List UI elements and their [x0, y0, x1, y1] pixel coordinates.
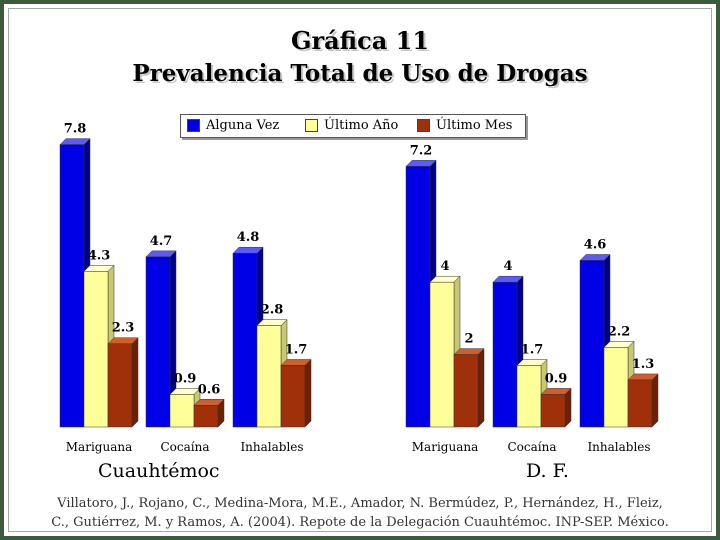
legend-item: Último Año — [305, 118, 398, 133]
category-label: Cocaína — [160, 440, 209, 454]
data-label: 7.2 — [410, 143, 433, 158]
legend-swatch-ultimo-ano — [305, 119, 318, 132]
bar-d-f--mariguana-ultimo-mes-side — [477, 347, 485, 428]
slide-inner-border — [8, 8, 712, 532]
legend: Alguna Vez Último Año Último Mes — [180, 114, 526, 138]
data-label: 4.3 — [88, 248, 111, 263]
data-label: 0.6 — [198, 382, 221, 397]
data-label: 4.7 — [150, 234, 173, 249]
bar-cuauhtemoc-cocaina-ultimo-ano — [169, 394, 195, 428]
bar-d-f--mariguana-ultimo-ano — [429, 281, 455, 428]
category-label: Mariguana — [412, 440, 478, 454]
data-label: 4 — [440, 259, 449, 274]
legend-label: Alguna Vez — [206, 118, 280, 133]
legend-item: Último Mes — [417, 118, 512, 133]
bar-cuauhtemoc-mariguana-ultimo-ano — [83, 271, 109, 428]
category-label: Cocaína — [507, 440, 556, 454]
category-label: Inhalables — [240, 440, 303, 454]
legend-item: Alguna Vez — [187, 118, 279, 133]
legend-label: Último Año — [324, 118, 399, 133]
data-label: 1.7 — [285, 342, 308, 357]
legend-swatch-alguna-vez — [187, 119, 200, 132]
bar-d-f--inhalables-alguna-vez — [579, 260, 605, 428]
data-label: 0.9 — [545, 371, 568, 386]
bar-d-f--cocaina-ultimo-mes — [540, 394, 566, 428]
bar-d-f--cocaina-ultimo-mes-side — [564, 387, 572, 428]
source-caption: Villatoro, J., Rojano, C., Medina-Mora, … — [20, 494, 700, 532]
data-label: 7.8 — [64, 122, 87, 137]
caption-line: Villatoro, J., Rojano, C., Medina-Mora, … — [57, 496, 663, 511]
bar-d-f--inhalables-ultimo-mes-side — [651, 373, 659, 428]
category-label: Mariguana — [66, 440, 132, 454]
bar-d-f--mariguana-ultimo-mes — [453, 354, 479, 428]
group-label-df: D. F. — [526, 460, 569, 482]
bar-d-f--cocaina-alguna-vez — [492, 281, 518, 428]
bar-d-f--cocaina-ultimo-ano — [516, 365, 542, 428]
bar-cuauhtemoc-cocaina-ultimo-mes — [193, 405, 219, 428]
group-label-cuauhtemoc: Cuauhtémoc — [98, 460, 220, 482]
legend-label: Último Mes — [436, 118, 513, 133]
data-label: 4.6 — [584, 237, 607, 252]
bar-cuauhtemoc-mariguana-ultimo-mes — [107, 343, 133, 428]
bar-cuauhtemoc-inhalables-alguna-vez — [232, 252, 258, 428]
bar-cuauhtemoc-cocaina-alguna-vez — [145, 256, 171, 428]
chart-title: Gráfica 11 — [290, 26, 430, 55]
data-label: 2.2 — [608, 324, 631, 339]
bar-cuauhtemoc-mariguana-ultimo-mes-side — [131, 337, 139, 428]
data-label: 2 — [464, 332, 473, 347]
data-label: 4 — [503, 259, 512, 274]
bar-cuauhtemoc-inhalables-ultimo-mes-side — [304, 358, 312, 428]
data-label: 2.8 — [261, 303, 284, 318]
bar-d-f--mariguana-alguna-vez — [405, 166, 431, 428]
bar-d-f--inhalables-ultimo-mes — [627, 379, 653, 428]
caption-line: C., Gutiérrez, M. y Ramos, A. (2004). Re… — [51, 515, 669, 530]
data-label: 1.7 — [521, 342, 544, 357]
data-label: 4.8 — [237, 230, 260, 245]
bar-cuauhtemoc-inhalables-ultimo-mes — [280, 365, 306, 428]
bar-cuauhtemoc-mariguana-alguna-vez — [59, 144, 85, 428]
data-label: 0.9 — [174, 371, 197, 386]
data-label: 1.3 — [632, 357, 655, 372]
bar-d-f--inhalables-ultimo-ano — [603, 347, 629, 428]
bar-cuauhtemoc-inhalables-ultimo-ano — [256, 325, 282, 428]
chart-subtitle: Prevalencia Total de Uso de Drogas — [132, 60, 588, 87]
data-label: 2.3 — [112, 321, 135, 336]
legend-swatch-ultimo-mes — [417, 119, 430, 132]
category-label: Inhalables — [587, 440, 650, 454]
